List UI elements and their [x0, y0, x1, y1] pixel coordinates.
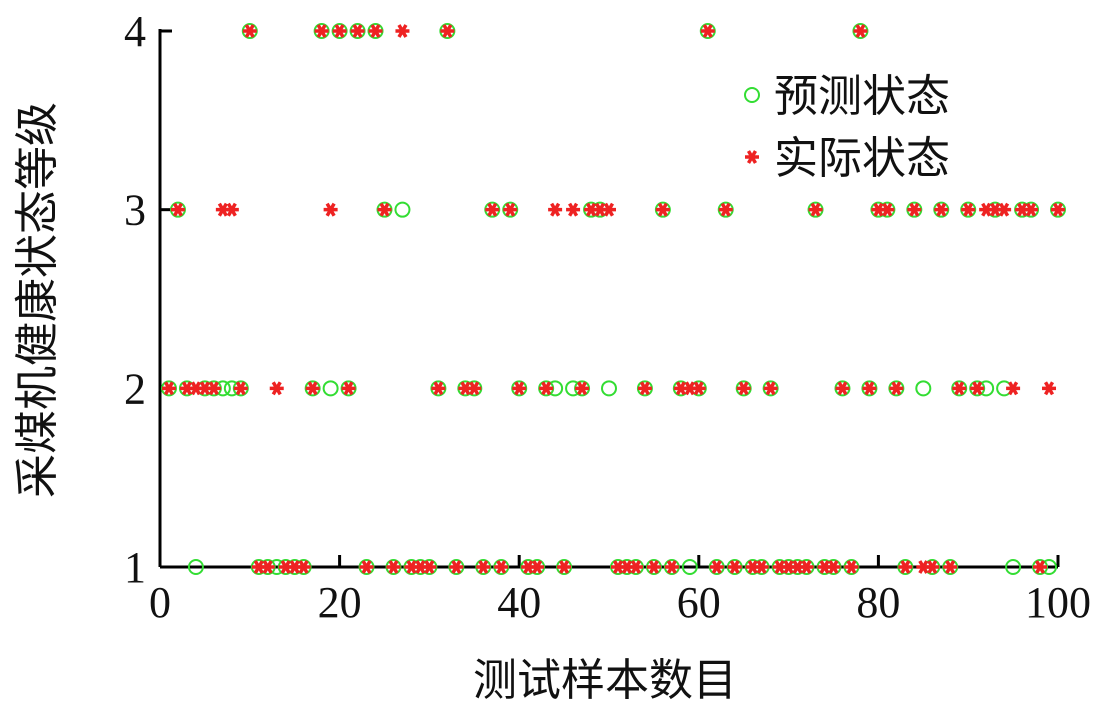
legend-marker	[745, 150, 759, 164]
actual-point	[341, 381, 356, 396]
actual-point	[161, 381, 176, 396]
actual-point	[628, 560, 643, 574]
x-tick-label: 0	[149, 578, 171, 627]
actual-point	[907, 202, 922, 217]
actual-point	[655, 202, 670, 217]
y-axis-label: 采煤机健康状态等级	[13, 102, 62, 498]
legend-label: 实际状态	[774, 134, 950, 183]
actual-point	[503, 202, 518, 217]
predicted-point	[681, 559, 698, 575]
actual-point	[736, 381, 751, 396]
predicted-point	[1005, 559, 1022, 575]
actual-point	[1024, 202, 1039, 217]
actual-point	[296, 560, 311, 574]
actual-point	[934, 202, 949, 217]
actual-point	[224, 202, 239, 217]
actual-point	[575, 381, 590, 396]
actual-point	[1033, 560, 1048, 574]
x-tick-label: 20	[318, 578, 362, 627]
actual-point	[754, 560, 769, 574]
actual-point	[233, 381, 248, 396]
y-tick-label: 2	[124, 364, 146, 413]
predicted-point	[601, 380, 617, 397]
actual-point	[377, 202, 392, 217]
actual-point	[844, 560, 859, 574]
actual-point	[350, 24, 365, 38]
predicted-point	[915, 380, 932, 397]
actual-point	[395, 24, 410, 38]
predicted-point	[394, 201, 411, 218]
actual-point	[880, 202, 895, 217]
actual-point	[512, 381, 527, 396]
actual-point	[691, 381, 706, 396]
actual-point	[799, 560, 814, 574]
actual-point	[368, 24, 383, 38]
y-tick-label: 4	[124, 7, 146, 56]
actual-point	[943, 560, 958, 574]
actual-point	[206, 381, 221, 396]
legend-marker	[744, 87, 760, 103]
actual-point	[835, 381, 850, 396]
y-tick-label: 1	[124, 543, 146, 592]
predicted-point	[322, 380, 339, 397]
actual-point	[862, 381, 877, 396]
actual-point	[889, 381, 904, 396]
actual-point	[925, 560, 940, 574]
actual-point	[709, 560, 724, 574]
actual-point	[476, 560, 491, 574]
predicted-point	[187, 559, 204, 575]
x-tick-label: 60	[677, 578, 721, 627]
actual-point	[332, 24, 347, 38]
x-tick-label: 100	[1025, 578, 1091, 627]
actual-point	[727, 560, 742, 574]
x-tick-label: 80	[856, 578, 900, 627]
actual-point	[422, 560, 437, 574]
actual-point	[602, 202, 616, 217]
actual-point	[467, 381, 482, 396]
actual-point	[718, 202, 733, 217]
actual-point	[449, 560, 464, 574]
actual-point	[700, 24, 715, 38]
actual-point	[386, 560, 401, 574]
x-axis-label: 测试样本数目	[473, 656, 737, 705]
actual-point	[853, 24, 868, 38]
actual-point	[242, 24, 257, 38]
actual-point	[494, 560, 509, 574]
actual-point	[808, 202, 823, 217]
actual-point	[826, 560, 841, 574]
actual-point	[952, 381, 967, 396]
actual-point	[898, 560, 913, 574]
actual-point	[997, 202, 1012, 217]
actual-point	[566, 202, 581, 217]
legend-label: 预测状态	[774, 72, 950, 121]
actual-point	[1006, 381, 1021, 396]
actual-point	[359, 560, 374, 574]
actual-point	[323, 202, 338, 217]
actual-point	[557, 560, 572, 574]
actual-point	[646, 560, 661, 574]
actual-point	[530, 560, 545, 574]
actual-point	[763, 381, 778, 396]
actual-point	[170, 202, 185, 217]
actual-point	[305, 381, 320, 396]
actual-point	[539, 381, 554, 396]
actual-point	[269, 381, 284, 396]
actual-point	[970, 381, 985, 396]
actual-point	[485, 202, 500, 217]
actual-point	[548, 202, 563, 217]
y-tick-label: 3	[124, 186, 146, 235]
x-tick-label: 40	[497, 578, 541, 627]
actual-point	[637, 381, 652, 396]
actual-point	[260, 560, 275, 574]
actual-point	[314, 24, 329, 38]
actual-point	[1051, 202, 1065, 217]
actual-point	[440, 24, 455, 38]
actual-point	[961, 202, 976, 217]
actual-point	[664, 560, 679, 574]
actual-point	[1042, 381, 1057, 396]
actual-point	[431, 381, 446, 396]
